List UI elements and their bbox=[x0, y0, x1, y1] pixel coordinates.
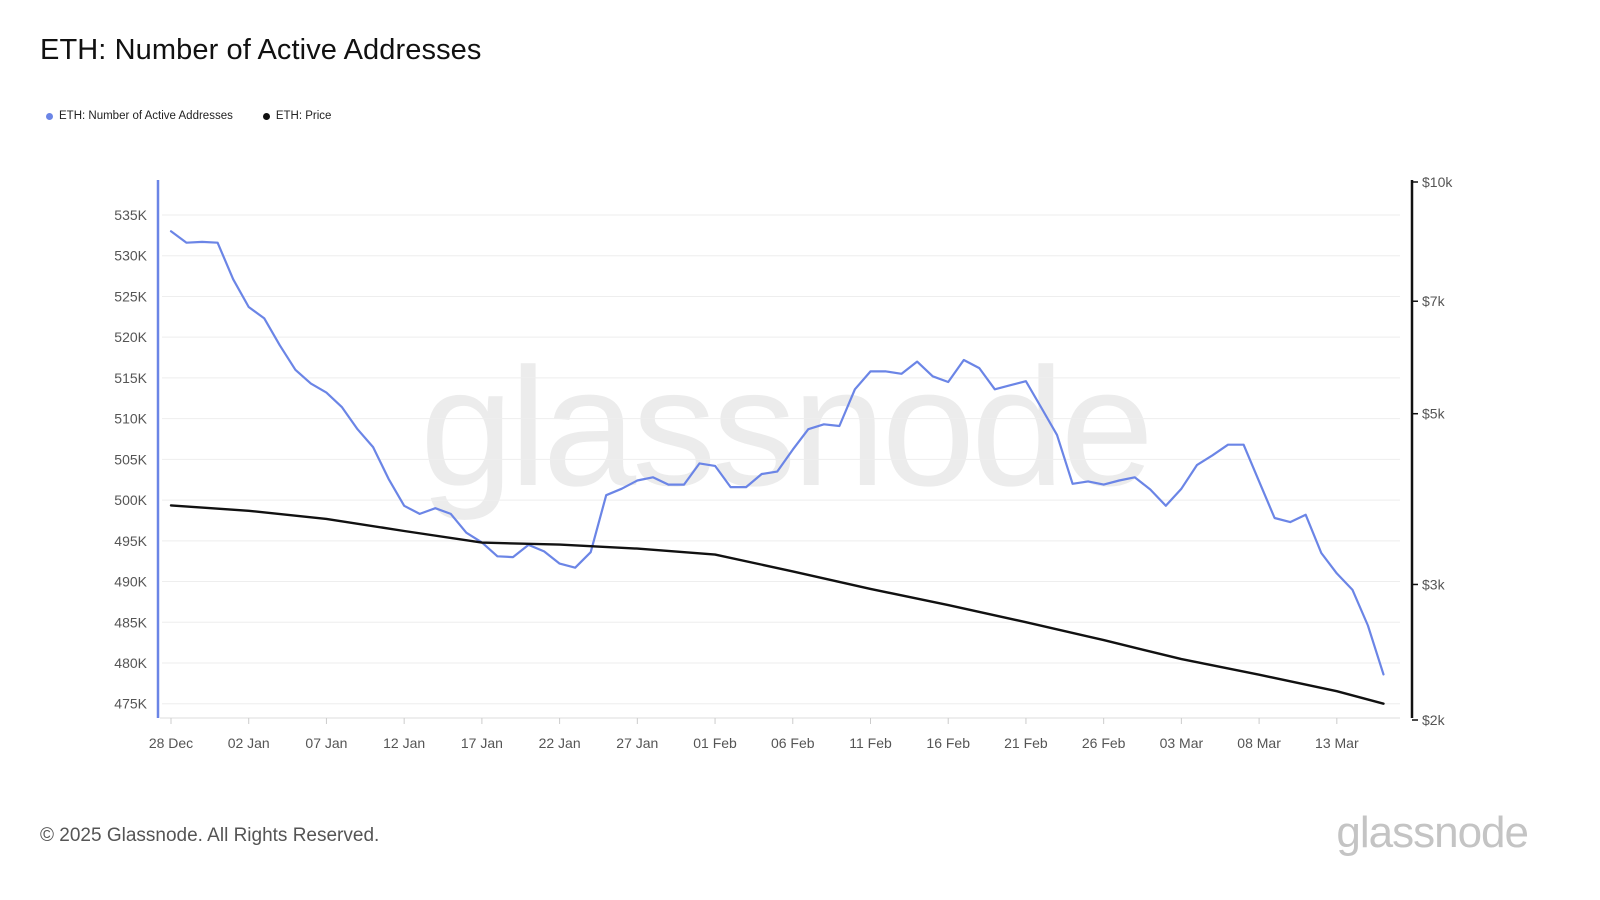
y-right-tick-label: $5k bbox=[1422, 406, 1446, 422]
x-tick-label: 21 Feb bbox=[1004, 735, 1048, 751]
x-tick-label: 06 Feb bbox=[771, 735, 815, 751]
y-left-tick-label: 510K bbox=[114, 411, 147, 427]
y-left-tick-label: 495K bbox=[114, 533, 147, 549]
y-left-tick-label: 475K bbox=[114, 696, 147, 712]
x-tick-label: 12 Jan bbox=[383, 735, 425, 751]
copyright-footer: © 2025 Glassnode. All Rights Reserved. bbox=[40, 825, 380, 846]
y-left-tick-label: 500K bbox=[114, 492, 147, 508]
y-right-tick-label: $7k bbox=[1422, 293, 1446, 309]
chart-title: ETH: Number of Active Addresses bbox=[40, 34, 482, 66]
chart-legend: ETH: Number of Active Addresses ETH: Pri… bbox=[46, 110, 331, 122]
y-left-tick-label: 535K bbox=[114, 207, 147, 223]
x-tick-label: 13 Mar bbox=[1315, 735, 1359, 751]
x-tick-label: 08 Mar bbox=[1237, 735, 1281, 751]
x-tick-label: 01 Feb bbox=[693, 735, 737, 751]
x-tick-label: 11 Feb bbox=[849, 735, 892, 751]
legend-dot-price bbox=[262, 112, 270, 120]
y-left-tick-label: 515K bbox=[114, 370, 147, 386]
x-tick-label: 17 Jan bbox=[461, 735, 503, 751]
y-right-tick-label: $3k bbox=[1422, 576, 1446, 592]
x-tick-label: 16 Feb bbox=[926, 735, 970, 751]
x-tick-label: 26 Feb bbox=[1082, 735, 1126, 751]
y-left-tick-label: 520K bbox=[114, 329, 147, 345]
series-line-active-addresses bbox=[169, 230, 1385, 676]
legend-dot-active-addresses bbox=[46, 112, 53, 120]
watermark-text: glassnode bbox=[420, 333, 1150, 521]
x-tick-label: 02 Jan bbox=[228, 735, 270, 751]
glassnode-logo: glassnode bbox=[1336, 808, 1529, 857]
y-left-tick-label: 505K bbox=[114, 451, 147, 467]
y-left-tick-label: 485K bbox=[114, 614, 147, 630]
y-left-tick-label: 525K bbox=[114, 288, 147, 304]
y-left-tick-label: 480K bbox=[114, 655, 147, 671]
x-tick-label: 28 Dec bbox=[149, 735, 193, 751]
y-right-tick-label: $2k bbox=[1422, 712, 1446, 728]
x-tick-label: 22 Jan bbox=[539, 735, 581, 751]
y-left-tick-label: 530K bbox=[114, 248, 147, 264]
y-right-tick-label: $10k bbox=[1422, 174, 1453, 190]
x-tick-label: 03 Mar bbox=[1160, 735, 1204, 751]
legend-item-price[interactable]: ETH: Price bbox=[262, 110, 332, 122]
x-tick-label: 27 Jan bbox=[616, 735, 658, 751]
y-left-tick-label: 490K bbox=[114, 574, 147, 590]
x-tick-label: 07 Jan bbox=[305, 735, 347, 751]
legend-item-active-addresses[interactable]: ETH: Number of Active Addresses bbox=[46, 110, 233, 122]
legend-label-active-addresses: ETH: Number of Active Addresses bbox=[59, 110, 233, 122]
series-line-price bbox=[169, 504, 1385, 705]
legend-label-price: ETH: Price bbox=[275, 110, 332, 122]
